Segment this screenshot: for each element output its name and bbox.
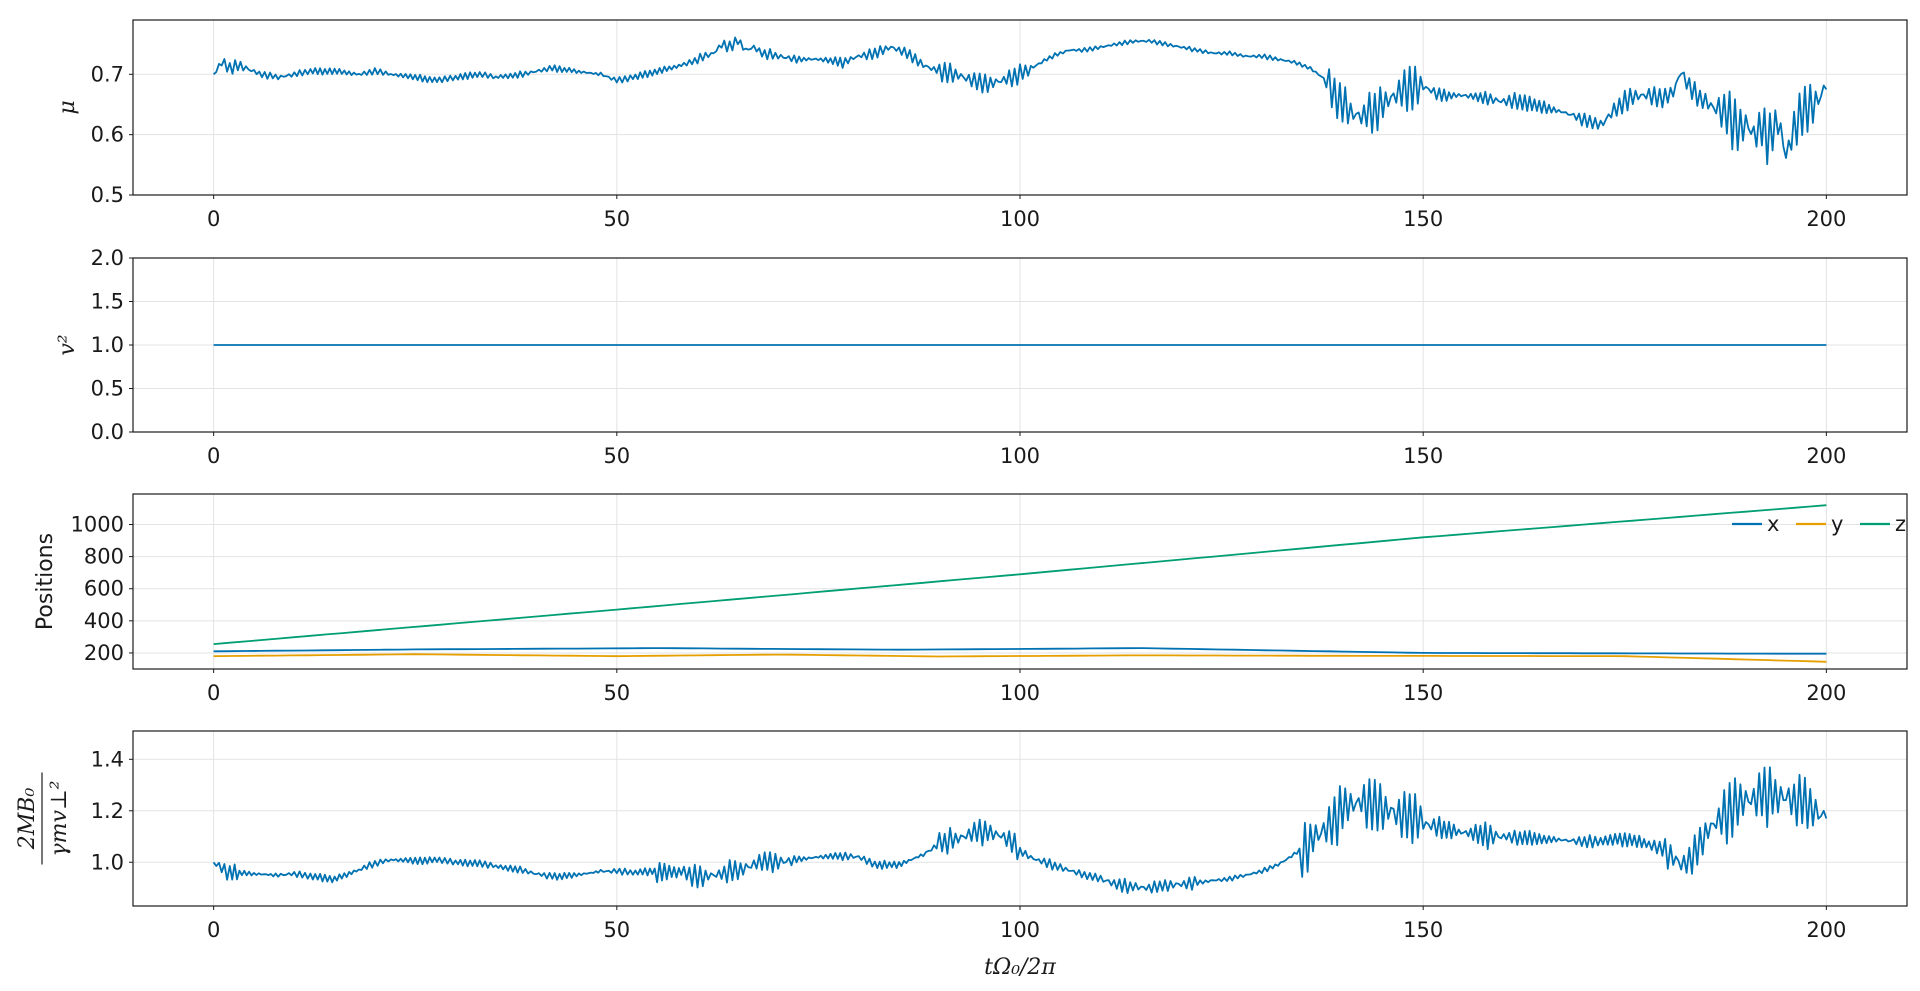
y-axis-label-denominator: γmv⊥²: [47, 781, 72, 857]
x-tick-label: 150: [1403, 207, 1443, 231]
x-tick-label: 200: [1806, 918, 1846, 942]
x-tick-label: 150: [1403, 681, 1443, 705]
y-tick-label: 0.6: [91, 123, 124, 147]
x-tick-label: 100: [1000, 444, 1040, 468]
x-tick-label: 200: [1806, 681, 1846, 705]
mu-panel: 0 50 100 150 200 0.5 0.6 0.7 μ: [55, 19, 1908, 231]
y-tick-label: 200: [84, 641, 124, 665]
positions-panel: 0 50 100 150 200 200 400 600 800 1000 Positions x y z: [33, 493, 1908, 705]
v-squared-panel: 0 50 100 150 200 0.0 0.5 1.0 1.5 2.0 v²: [55, 246, 1908, 468]
legend-label-x: x: [1767, 512, 1779, 536]
x-tick-label: 0: [207, 681, 220, 705]
x-axis-label: tΩ₀/2π: [984, 955, 1056, 980]
x-tick-label: 200: [1806, 207, 1846, 231]
y-tick-label: 0.7: [91, 62, 124, 86]
y-tick-label: 2.0: [91, 246, 124, 270]
y-tick-label: 1.0: [91, 850, 124, 874]
series-line-3-0: [212, 766, 1828, 894]
x-tick-label: 100: [1000, 681, 1040, 705]
y-axis-label: μ: [55, 100, 80, 114]
y-axis-label: v²: [55, 334, 80, 355]
series-line-z: [213, 504, 1827, 645]
y-tick-label: 1000: [71, 513, 124, 537]
y-tick-label: 1.4: [91, 747, 124, 771]
x-tick-label: 100: [1000, 207, 1040, 231]
legend-label-y: y: [1831, 512, 1843, 536]
y-tick-label: 600: [84, 577, 124, 601]
y-axis-label-numerator: 2MB₀: [15, 788, 40, 851]
x-tick-label: 50: [603, 207, 630, 231]
x-tick-label: 200: [1806, 444, 1846, 468]
x-tick-label: 0: [207, 207, 220, 231]
y-axis-label: 2MB₀ γmv⊥²: [15, 772, 72, 865]
y-tick-label: 0.5: [91, 377, 124, 401]
x-tick-label: 50: [603, 681, 630, 705]
series-line-y: [213, 653, 1827, 663]
legend: x y z: [1732, 512, 1906, 536]
x-tick-label: 50: [603, 918, 630, 942]
x-tick-label: 150: [1403, 444, 1443, 468]
y-tick-label: 1.0: [91, 333, 124, 357]
y-tick-label: 400: [84, 609, 124, 633]
x-tick-label: 0: [207, 918, 220, 942]
y-axis-label: Positions: [33, 533, 58, 630]
y-tick-label: 1.5: [91, 290, 124, 314]
x-tick-label: 150: [1403, 918, 1443, 942]
y-tick-label: 0.0: [91, 420, 124, 444]
adiabatic-ratio-panel: 0 50 100 150 200 1.0 1.2 1.4 2MB₀ γmv⊥² tΩ₀/2π: [15, 730, 1908, 980]
series-line-0-0: [213, 36, 1828, 166]
legend-label-z: z: [1895, 512, 1906, 536]
series-line-x: [213, 647, 1827, 655]
y-tick-label: 800: [84, 545, 124, 569]
x-tick-label: 50: [603, 444, 630, 468]
y-tick-label: 1.2: [91, 799, 124, 823]
x-tick-label: 0: [207, 444, 220, 468]
y-tick-label: 0.5: [91, 183, 124, 207]
x-tick-label: 100: [1000, 918, 1040, 942]
